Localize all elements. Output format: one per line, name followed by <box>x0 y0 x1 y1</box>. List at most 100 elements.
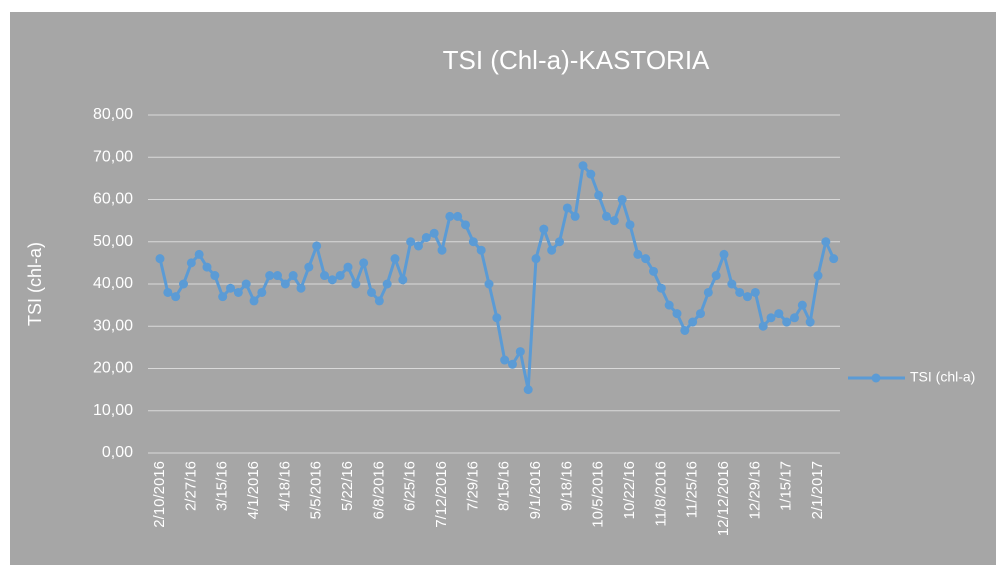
point-marker <box>531 254 541 264</box>
point-marker <box>649 266 658 276</box>
point-marker <box>421 233 431 243</box>
point-marker <box>437 245 447 255</box>
point-marker <box>249 296 259 306</box>
point-marker <box>586 169 596 179</box>
point-marker <box>703 287 713 297</box>
point-marker <box>484 279 494 289</box>
point-marker <box>218 292 228 302</box>
point-marker <box>813 271 823 281</box>
point-marker <box>555 237 564 247</box>
point-marker <box>210 271 220 281</box>
point-marker <box>766 313 776 323</box>
point-marker <box>414 241 423 251</box>
point-marker <box>359 258 369 268</box>
point-marker <box>382 279 392 289</box>
x-tick-label: 7/29/16 <box>464 461 481 511</box>
point-marker <box>288 271 298 281</box>
point-marker <box>805 317 815 327</box>
point-marker <box>304 262 314 272</box>
point-marker <box>641 254 651 264</box>
point-marker <box>398 275 408 285</box>
point-marker <box>468 237 478 247</box>
point-marker <box>163 287 173 297</box>
point-marker <box>508 359 517 369</box>
x-tick-label: 9/18/16 <box>558 461 575 511</box>
point-marker <box>774 309 784 319</box>
legend-marker <box>871 373 881 383</box>
point-marker <box>351 279 361 289</box>
point-marker <box>461 220 470 230</box>
point-marker <box>727 279 737 289</box>
point-marker <box>367 287 376 297</box>
y-tick-label: 80,00 <box>93 106 133 123</box>
x-tick-label: 2/27/16 <box>182 461 199 511</box>
point-marker <box>562 203 572 213</box>
point-marker <box>453 211 463 221</box>
point-marker <box>257 287 267 297</box>
point-marker <box>672 309 682 319</box>
point-marker <box>633 249 643 259</box>
legend-label: TSI (chl-a) <box>910 369 975 385</box>
point-marker <box>226 283 235 293</box>
y-tick-label: 50,00 <box>93 233 133 250</box>
y-tick-label: 40,00 <box>93 275 133 292</box>
point-marker <box>547 245 557 255</box>
point-marker <box>696 309 705 319</box>
point-marker <box>179 279 188 289</box>
point-marker <box>594 190 604 200</box>
y-tick-label: 10,00 <box>93 402 133 419</box>
x-tick-label: 11/25/16 <box>684 461 701 518</box>
point-marker <box>656 283 666 293</box>
point-marker <box>821 237 831 247</box>
y-tick-label: 30,00 <box>93 317 133 334</box>
x-tick-label: 2/10/2016 <box>151 461 168 528</box>
point-marker <box>273 271 282 281</box>
point-marker <box>335 271 345 281</box>
y-tick-label: 70,00 <box>93 148 133 165</box>
point-marker <box>374 296 384 306</box>
x-tick-label: 9/1/2016 <box>527 461 544 519</box>
y-tick-label: 20,00 <box>93 360 133 377</box>
point-marker <box>680 325 690 335</box>
x-tick-label: 10/22/16 <box>621 461 638 519</box>
chart-title: TSI (Chl-a)-KASTORIA <box>443 45 710 75</box>
x-tick-label: 4/1/2016 <box>245 461 262 519</box>
point-marker <box>523 385 533 395</box>
point-marker <box>445 211 455 221</box>
x-tick-label: 5/5/2016 <box>308 461 325 519</box>
point-marker <box>171 292 181 302</box>
x-tick-label: 8/15/16 <box>496 461 513 511</box>
point-marker <box>312 241 322 251</box>
x-tick-label: 12/29/16 <box>746 461 763 519</box>
point-marker <box>570 211 580 221</box>
point-marker <box>500 355 510 365</box>
point-marker <box>241 279 251 289</box>
point-marker <box>515 347 525 357</box>
point-marker <box>711 271 721 281</box>
point-marker <box>233 287 243 297</box>
point-marker <box>617 195 627 204</box>
point-marker <box>265 271 275 281</box>
x-tick-label: 11/8/2016 <box>652 461 669 527</box>
y-tick-label: 0,00 <box>102 444 133 461</box>
point-marker <box>609 216 619 226</box>
point-marker <box>343 262 353 272</box>
point-marker <box>782 317 792 327</box>
x-tick-label: 6/8/2016 <box>370 461 387 519</box>
point-marker <box>406 237 416 247</box>
point-marker <box>476 245 486 255</box>
point-marker <box>625 220 635 230</box>
point-marker <box>320 271 329 281</box>
x-tick-label: 5/22/16 <box>339 461 356 511</box>
point-marker <box>829 254 839 264</box>
point-marker <box>578 161 588 171</box>
point-marker <box>735 287 745 297</box>
point-marker <box>790 313 799 323</box>
point-marker <box>296 283 306 293</box>
point-marker <box>429 228 439 238</box>
point-marker <box>743 292 752 302</box>
point-marker <box>202 262 212 272</box>
x-tick-label: 12/12/2016 <box>715 461 732 536</box>
chart-background <box>10 12 996 565</box>
